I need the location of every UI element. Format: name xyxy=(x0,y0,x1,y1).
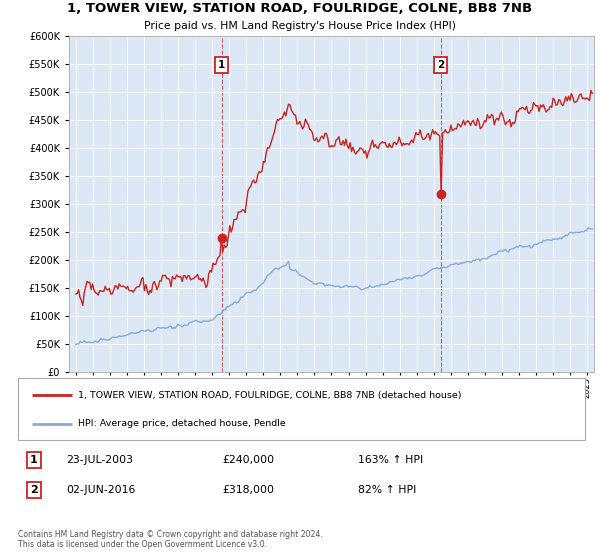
FancyBboxPatch shape xyxy=(18,378,585,440)
Text: £240,000: £240,000 xyxy=(222,455,274,465)
Text: Price paid vs. HM Land Registry's House Price Index (HPI): Price paid vs. HM Land Registry's House … xyxy=(144,21,456,31)
Text: 2: 2 xyxy=(437,60,445,70)
Text: 2: 2 xyxy=(30,485,38,495)
Text: 1: 1 xyxy=(30,455,38,465)
Text: HPI: Average price, detached house, Pendle: HPI: Average price, detached house, Pend… xyxy=(77,419,285,428)
Text: 1, TOWER VIEW, STATION ROAD, FOULRIDGE, COLNE, BB8 7NB: 1, TOWER VIEW, STATION ROAD, FOULRIDGE, … xyxy=(67,2,533,15)
Text: Contains HM Land Registry data © Crown copyright and database right 2024.
This d: Contains HM Land Registry data © Crown c… xyxy=(18,530,323,549)
Text: 23-JUL-2003: 23-JUL-2003 xyxy=(66,455,133,465)
Text: £318,000: £318,000 xyxy=(222,485,274,495)
Text: 02-JUN-2016: 02-JUN-2016 xyxy=(66,485,136,495)
Text: 82% ↑ HPI: 82% ↑ HPI xyxy=(358,485,416,495)
Text: 1: 1 xyxy=(218,60,225,70)
Text: 163% ↑ HPI: 163% ↑ HPI xyxy=(358,455,424,465)
Text: 1, TOWER VIEW, STATION ROAD, FOULRIDGE, COLNE, BB8 7NB (detached house): 1, TOWER VIEW, STATION ROAD, FOULRIDGE, … xyxy=(77,391,461,400)
